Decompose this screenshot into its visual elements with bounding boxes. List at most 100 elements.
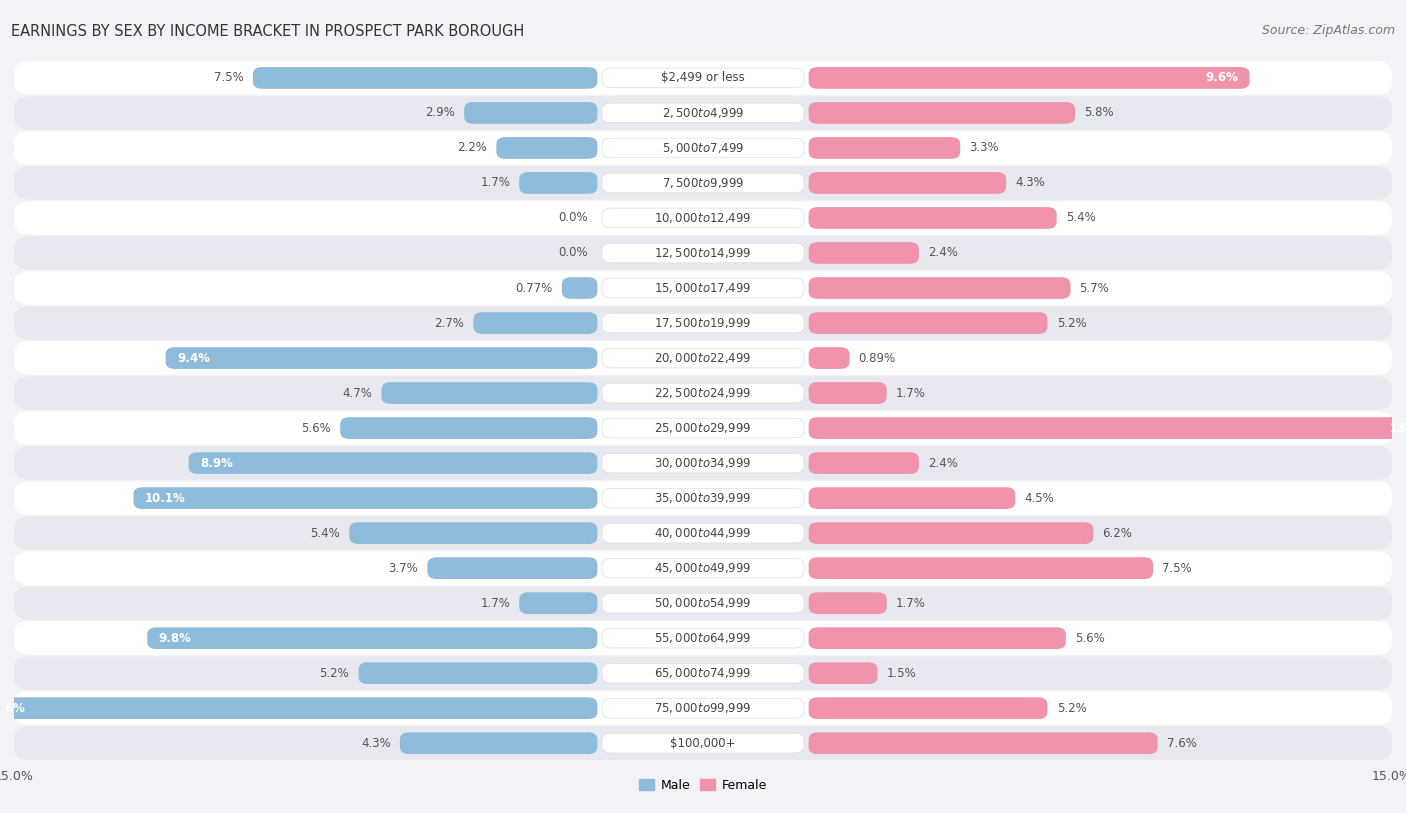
FancyBboxPatch shape [14,376,1392,410]
Text: $55,000 to $64,999: $55,000 to $64,999 [654,631,752,646]
Text: 3.7%: 3.7% [388,562,418,575]
FancyBboxPatch shape [134,487,598,509]
Text: 2.9%: 2.9% [425,107,456,120]
FancyBboxPatch shape [14,656,1392,690]
FancyBboxPatch shape [602,489,804,508]
Text: 2.2%: 2.2% [457,141,486,154]
FancyBboxPatch shape [14,446,1392,480]
Text: $17,500 to $19,999: $17,500 to $19,999 [654,316,752,330]
Text: 5.2%: 5.2% [1057,316,1087,329]
Text: 7.6%: 7.6% [1167,737,1197,750]
Legend: Male, Female: Male, Female [634,774,772,797]
Text: 9.8%: 9.8% [159,632,191,645]
Text: $50,000 to $54,999: $50,000 to $54,999 [654,596,752,610]
FancyBboxPatch shape [166,347,598,369]
FancyBboxPatch shape [14,691,1392,725]
Text: $25,000 to $29,999: $25,000 to $29,999 [654,421,752,435]
FancyBboxPatch shape [496,137,598,159]
FancyBboxPatch shape [253,67,598,89]
Text: 5.7%: 5.7% [1080,281,1109,294]
FancyBboxPatch shape [464,102,598,124]
FancyBboxPatch shape [602,733,804,753]
Text: $22,500 to $24,999: $22,500 to $24,999 [654,386,752,400]
FancyBboxPatch shape [808,172,1007,193]
FancyBboxPatch shape [427,557,598,579]
Text: 1.5%: 1.5% [887,667,917,680]
FancyBboxPatch shape [14,131,1392,165]
Text: 5.4%: 5.4% [1066,211,1095,224]
FancyBboxPatch shape [14,621,1392,655]
FancyBboxPatch shape [602,418,804,438]
FancyBboxPatch shape [602,173,804,193]
FancyBboxPatch shape [808,277,1070,299]
Text: $15,000 to $17,499: $15,000 to $17,499 [654,281,752,295]
FancyBboxPatch shape [474,312,598,334]
Text: $5,000 to $7,499: $5,000 to $7,499 [662,141,744,155]
FancyBboxPatch shape [808,522,1094,544]
Text: 4.7%: 4.7% [343,386,373,399]
Text: 0.89%: 0.89% [859,351,896,364]
FancyBboxPatch shape [808,137,960,159]
Text: $12,500 to $14,999: $12,500 to $14,999 [654,246,752,260]
FancyBboxPatch shape [602,138,804,158]
Text: 8.9%: 8.9% [200,457,233,470]
FancyBboxPatch shape [808,487,1015,509]
FancyBboxPatch shape [359,663,598,684]
FancyBboxPatch shape [808,452,920,474]
Text: 2.4%: 2.4% [928,457,957,470]
FancyBboxPatch shape [808,312,1047,334]
Text: 0.0%: 0.0% [558,246,588,259]
Text: 4.3%: 4.3% [361,737,391,750]
FancyBboxPatch shape [399,733,598,754]
FancyBboxPatch shape [14,61,1392,95]
FancyBboxPatch shape [602,593,804,613]
FancyBboxPatch shape [602,559,804,578]
Text: $40,000 to $44,999: $40,000 to $44,999 [654,526,752,540]
FancyBboxPatch shape [381,382,598,404]
Text: $7,500 to $9,999: $7,500 to $9,999 [662,176,744,190]
Text: Source: ZipAtlas.com: Source: ZipAtlas.com [1261,24,1395,37]
Text: 6.2%: 6.2% [1102,527,1132,540]
FancyBboxPatch shape [602,68,804,88]
Text: 5.4%: 5.4% [311,527,340,540]
Text: 5.6%: 5.6% [1076,632,1105,645]
FancyBboxPatch shape [602,103,804,123]
FancyBboxPatch shape [602,208,804,228]
FancyBboxPatch shape [14,307,1392,340]
FancyBboxPatch shape [14,411,1392,445]
FancyBboxPatch shape [602,278,804,298]
Text: 9.6%: 9.6% [1205,72,1239,85]
FancyBboxPatch shape [148,628,598,649]
Text: 5.6%: 5.6% [301,422,330,435]
FancyBboxPatch shape [602,698,804,718]
FancyBboxPatch shape [808,628,1066,649]
FancyBboxPatch shape [519,172,598,193]
Text: 1.7%: 1.7% [896,597,925,610]
Text: $75,000 to $99,999: $75,000 to $99,999 [654,701,752,715]
Text: $2,500 to $4,999: $2,500 to $4,999 [662,106,744,120]
Text: 2.7%: 2.7% [434,316,464,329]
Text: 0.0%: 0.0% [558,211,588,224]
FancyBboxPatch shape [14,516,1392,550]
Text: 5.2%: 5.2% [319,667,349,680]
Text: 5.8%: 5.8% [1084,107,1114,120]
FancyBboxPatch shape [808,242,920,264]
FancyBboxPatch shape [602,383,804,403]
FancyBboxPatch shape [14,726,1392,760]
Text: $2,499 or less: $2,499 or less [661,72,745,85]
Text: EARNINGS BY SEX BY INCOME BRACKET IN PROSPECT PARK BOROUGH: EARNINGS BY SEX BY INCOME BRACKET IN PRO… [11,24,524,39]
FancyBboxPatch shape [808,207,1057,228]
FancyBboxPatch shape [808,593,887,614]
FancyBboxPatch shape [602,628,804,648]
FancyBboxPatch shape [562,277,598,299]
Text: 3.3%: 3.3% [969,141,1000,154]
FancyBboxPatch shape [602,524,804,543]
FancyBboxPatch shape [14,166,1392,200]
FancyBboxPatch shape [14,341,1392,375]
FancyBboxPatch shape [14,201,1392,235]
Text: 13.6%: 13.6% [0,702,25,715]
FancyBboxPatch shape [519,593,598,614]
FancyBboxPatch shape [602,454,804,473]
Text: $10,000 to $12,499: $10,000 to $12,499 [654,211,752,225]
Text: 4.5%: 4.5% [1025,492,1054,505]
